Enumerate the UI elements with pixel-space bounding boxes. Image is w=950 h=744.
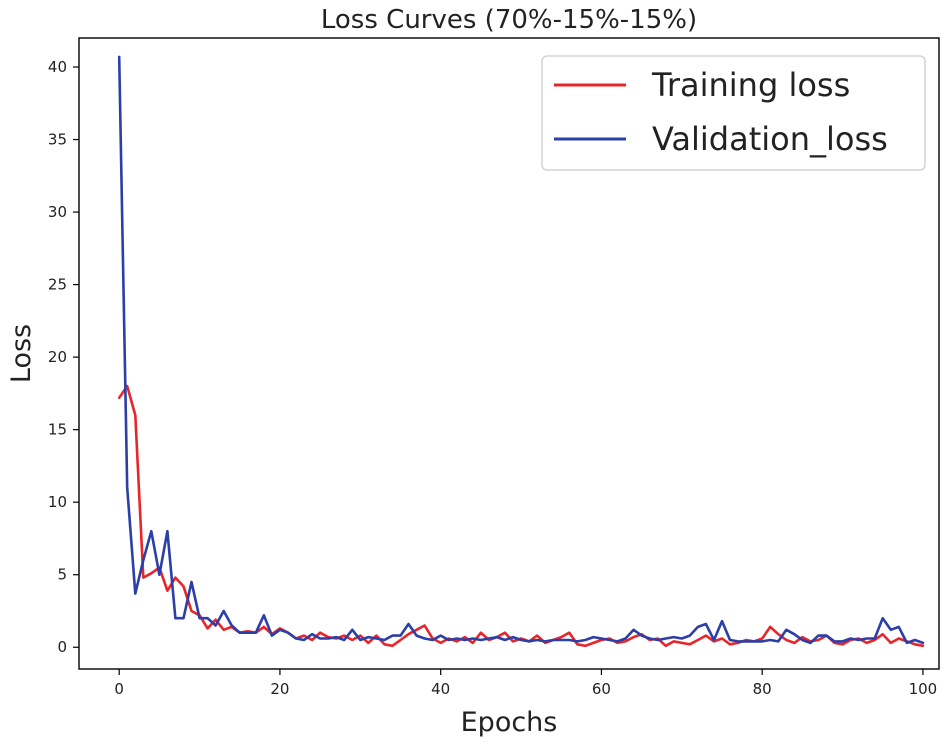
x-tick-label: 60 <box>592 680 611 698</box>
x-tick-label: 20 <box>270 680 289 698</box>
legend: Training loss Validation_loss <box>541 55 926 171</box>
y-tick-label: 25 <box>48 276 67 294</box>
x-tick-label: 100 <box>909 680 938 698</box>
x-tick-label: 40 <box>431 680 450 698</box>
y-tick-label: 10 <box>48 493 67 511</box>
chart-title: Loss Curves (70%-15%-15%) <box>321 5 697 35</box>
series-line-validation-loss <box>117 55 925 645</box>
y-tick-label: 40 <box>48 58 67 76</box>
legend-label-training-loss: Training loss <box>651 66 850 104</box>
x-axis-label: Epochs <box>461 707 558 738</box>
plot-frame <box>78 37 940 670</box>
y-tick-label: 5 <box>57 566 67 584</box>
y-tick-label: 35 <box>48 131 67 149</box>
series-line-training-loss <box>117 384 925 648</box>
y-tick-label: 20 <box>48 348 67 366</box>
x-tick-label: 0 <box>114 680 124 698</box>
y-tick-label: 0 <box>57 638 67 656</box>
y-tick-label: 15 <box>48 421 67 439</box>
y-axis-label: Loss <box>6 324 37 383</box>
legend-box <box>541 55 926 171</box>
y-tick-label: 30 <box>48 203 67 221</box>
x-tick-label: 80 <box>753 680 772 698</box>
plot-area: 0 20 40 60 80 100 0 5 10 15 20 25 30 35 40 <box>48 37 940 698</box>
legend-label-validation-loss: Validation_loss <box>652 120 888 158</box>
